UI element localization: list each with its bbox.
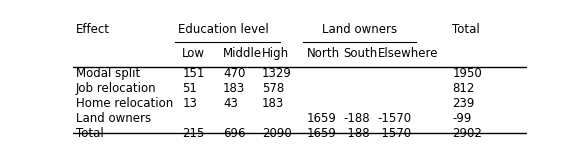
Text: 1659: 1659 [307, 127, 337, 140]
Text: 51: 51 [182, 82, 197, 95]
Text: 1659: 1659 [307, 112, 337, 125]
Text: 215: 215 [182, 127, 205, 140]
Text: Land owners: Land owners [322, 23, 397, 36]
Text: 13: 13 [182, 97, 197, 110]
Text: Total: Total [76, 127, 103, 140]
Text: North: North [307, 47, 340, 60]
Text: -188: -188 [343, 112, 370, 125]
Text: Education level: Education level [178, 23, 268, 36]
Text: Middle: Middle [223, 47, 263, 60]
Text: -1570: -1570 [377, 127, 411, 140]
Text: 696: 696 [223, 127, 246, 140]
Text: Job relocation: Job relocation [76, 82, 156, 95]
Text: 239: 239 [452, 97, 475, 110]
Text: 183: 183 [262, 97, 284, 110]
Text: 1329: 1329 [262, 67, 292, 80]
Text: 2902: 2902 [452, 127, 482, 140]
Text: -1570: -1570 [377, 112, 411, 125]
Text: Effect: Effect [76, 23, 110, 36]
Text: Low: Low [182, 47, 205, 60]
Text: -99: -99 [452, 112, 472, 125]
Text: Elsewhere: Elsewhere [377, 47, 438, 60]
Text: 2090: 2090 [262, 127, 291, 140]
Text: 470: 470 [223, 67, 246, 80]
Text: Modal split: Modal split [76, 67, 140, 80]
Text: High: High [262, 47, 289, 60]
Text: 1950: 1950 [452, 67, 482, 80]
Text: Land owners: Land owners [76, 112, 151, 125]
Text: Total: Total [452, 23, 480, 36]
Text: -188: -188 [343, 127, 370, 140]
Text: 812: 812 [452, 82, 475, 95]
Text: 183: 183 [223, 82, 246, 95]
Text: 578: 578 [262, 82, 284, 95]
Text: South: South [343, 47, 378, 60]
Text: Home relocation: Home relocation [76, 97, 173, 110]
Text: 151: 151 [182, 67, 205, 80]
Text: 43: 43 [223, 97, 238, 110]
